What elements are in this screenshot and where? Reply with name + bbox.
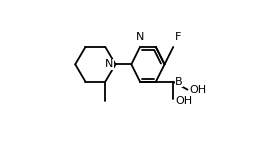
Text: B: B — [175, 77, 183, 87]
Text: N: N — [105, 59, 114, 69]
Text: F: F — [175, 32, 182, 42]
Text: N: N — [136, 32, 144, 42]
Text: OH: OH — [175, 96, 192, 106]
Text: OH: OH — [190, 85, 207, 95]
